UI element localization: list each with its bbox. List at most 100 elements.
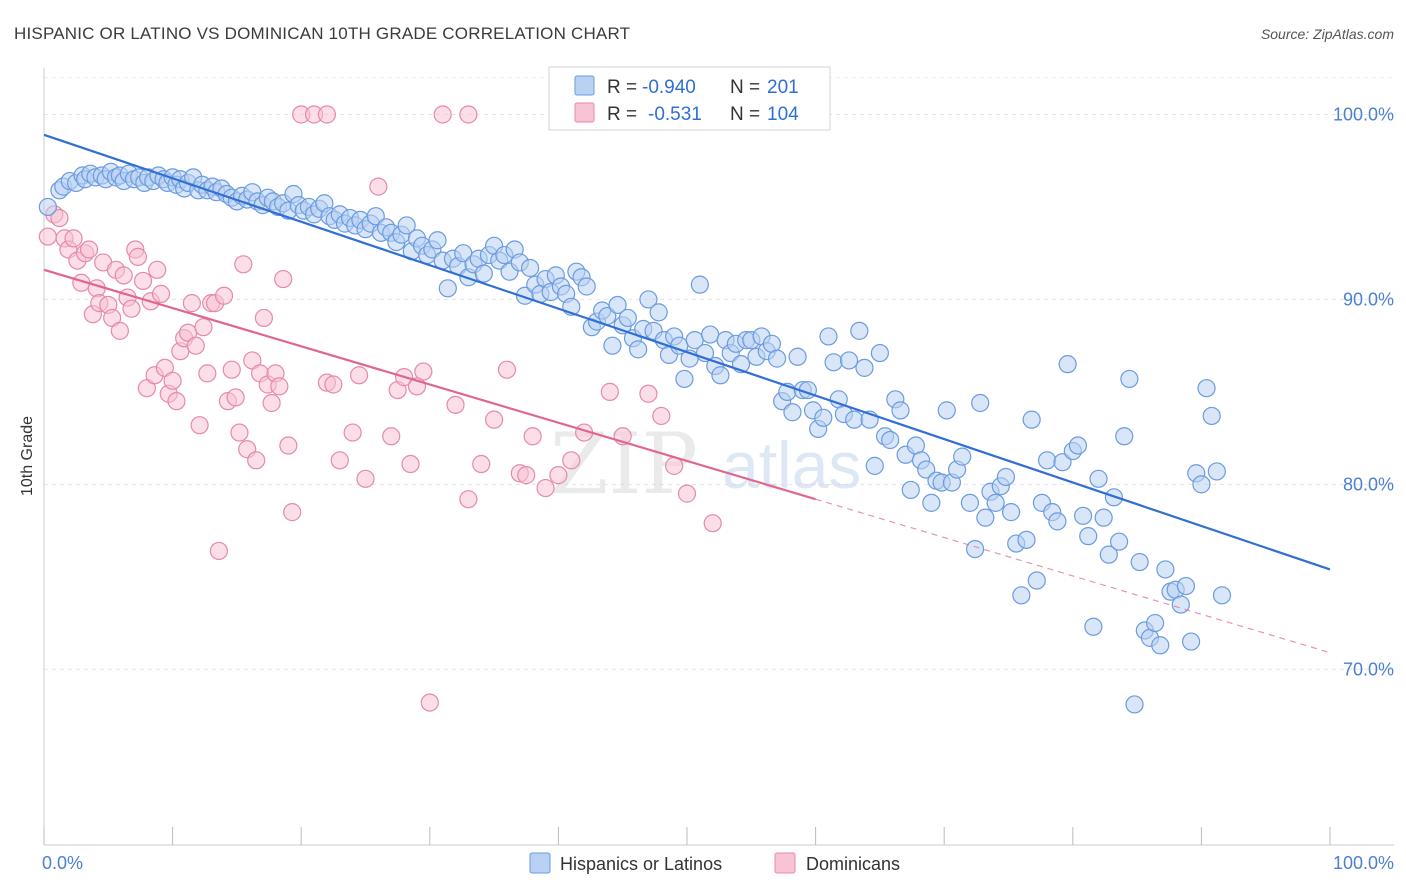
point-dominican-78	[433, 105, 452, 124]
point-hispanic-77	[428, 231, 447, 250]
point-dominican-82	[485, 410, 504, 429]
point-dominican-48	[230, 423, 249, 442]
y-tick-label-2: 90.0%	[1343, 289, 1394, 309]
point-dominican-58	[270, 377, 289, 396]
point-dominican-83	[497, 360, 517, 379]
point-hispanic-195	[1037, 451, 1057, 470]
point-dominican-77	[420, 693, 439, 712]
point-hispanic-211	[1120, 369, 1139, 389]
point-hispanic-173	[922, 493, 941, 512]
trend-line-dominican-extension	[815, 498, 1331, 654]
point-hispanic-212	[1125, 695, 1144, 714]
legend-label-dominican: Dominicans	[806, 854, 900, 874]
point-dominican-44	[214, 286, 234, 305]
point-hispanic-71	[397, 216, 416, 235]
point-hispanic-111	[603, 336, 622, 355]
legend-swatch-hispanic	[529, 852, 551, 874]
y-axis-label: 10th Grade	[19, 416, 36, 496]
point-dominican-88	[549, 466, 568, 485]
point-dominican-46	[222, 360, 241, 379]
point-hispanic-209	[1109, 532, 1129, 551]
point-hispanic-112	[608, 295, 627, 315]
point-hispanic-202	[1073, 506, 1093, 525]
point-hispanic-205	[1089, 469, 1108, 488]
point-dominican-54	[254, 308, 274, 328]
point-hispanic-169	[901, 480, 920, 500]
point-dominican-98	[459, 105, 478, 124]
point-hispanic-203	[1079, 527, 1098, 546]
point-hispanic-162	[865, 456, 884, 475]
point-hispanic-158	[845, 410, 864, 429]
point-hispanic-223	[1182, 632, 1201, 651]
point-hispanic-79	[438, 279, 457, 298]
point-dominican-9	[79, 240, 99, 259]
point-hispanic-163	[870, 343, 890, 363]
y-tick-label-3: 100.0%	[1333, 104, 1394, 124]
point-hispanic-210	[1115, 427, 1134, 446]
point-dominican-97	[703, 514, 722, 533]
point-dominican-70	[369, 177, 388, 196]
point-dominican-69	[356, 469, 375, 488]
stats-legend-box	[548, 66, 831, 131]
point-hispanic-227	[1202, 406, 1221, 426]
point-dominican-22	[128, 247, 147, 266]
point-hispanic-225	[1192, 475, 1211, 494]
point-dominican-31	[163, 371, 182, 390]
point-hispanic-95	[521, 258, 540, 278]
point-dominican-2	[50, 208, 69, 228]
legend-label-hispanic: Hispanics or Latinos	[560, 854, 722, 874]
point-hispanic-182	[971, 393, 990, 413]
point-hispanic-226	[1197, 379, 1216, 398]
y-tick-label-0: 70.0%	[1343, 659, 1394, 679]
point-dominican-39	[194, 318, 213, 337]
point-dominican-68	[349, 366, 369, 385]
point-hispanic-204	[1084, 617, 1103, 636]
point-hispanic-128	[690, 275, 709, 294]
point-hispanic-153	[819, 327, 838, 346]
point-dominican-5	[64, 229, 83, 248]
point-hispanic-165	[881, 430, 900, 450]
point-hispanic-191	[1017, 530, 1036, 549]
point-dominican-71	[382, 427, 401, 446]
point-hispanic-154	[824, 353, 843, 372]
stats-n-value-dominican: 104	[767, 104, 799, 125]
point-hispanic-197	[1048, 512, 1067, 531]
point-hispanic-217	[1151, 636, 1170, 655]
stats-legend-swatch-dominican	[574, 102, 595, 123]
chart-source: Source: ZipAtlas.com	[1261, 26, 1394, 42]
point-dominican-79	[446, 395, 465, 414]
point-hispanic-188	[1001, 503, 1021, 522]
stats-r-value-hispanic: -0.940	[642, 77, 696, 98]
stats-n-label-dominican: N =	[730, 104, 760, 125]
point-dominican-20	[122, 299, 141, 318]
point-dominican-94	[652, 406, 671, 426]
point-hispanic-114	[618, 308, 637, 328]
point-hispanic-187	[996, 467, 1016, 487]
point-hispanic-185	[986, 493, 1005, 512]
x-tick-label-max: 100.0%	[1333, 853, 1394, 873]
point-hispanic-206	[1094, 508, 1113, 527]
stats-legend-swatch-hispanic	[574, 75, 595, 96]
stats-n-value-hispanic: 201	[767, 77, 799, 98]
point-dominican-89	[562, 451, 581, 470]
chart-title: HISPANIC OR LATINO VS DOMINICAN 10TH GRA…	[14, 24, 630, 43]
point-dominican-99	[317, 105, 337, 124]
point-dominican-38	[190, 416, 209, 435]
point-hispanic-167	[891, 401, 910, 420]
point-hispanic-120	[649, 303, 668, 322]
point-hispanic-130	[701, 325, 720, 344]
point-dominican-0	[38, 227, 57, 246]
point-dominican-96	[677, 484, 697, 503]
point-hispanic-146	[783, 403, 802, 422]
point-dominican-18	[114, 266, 133, 285]
point-dominican-23	[133, 271, 153, 291]
point-hispanic-160	[855, 358, 874, 377]
point-hispanic-0	[38, 197, 57, 217]
point-hispanic-201	[1068, 436, 1088, 455]
point-hispanic-106	[577, 277, 596, 296]
point-hispanic-192	[1022, 410, 1041, 429]
point-hispanic-190	[1012, 586, 1031, 605]
point-hispanic-152	[814, 408, 833, 427]
point-hispanic-118	[639, 290, 658, 309]
